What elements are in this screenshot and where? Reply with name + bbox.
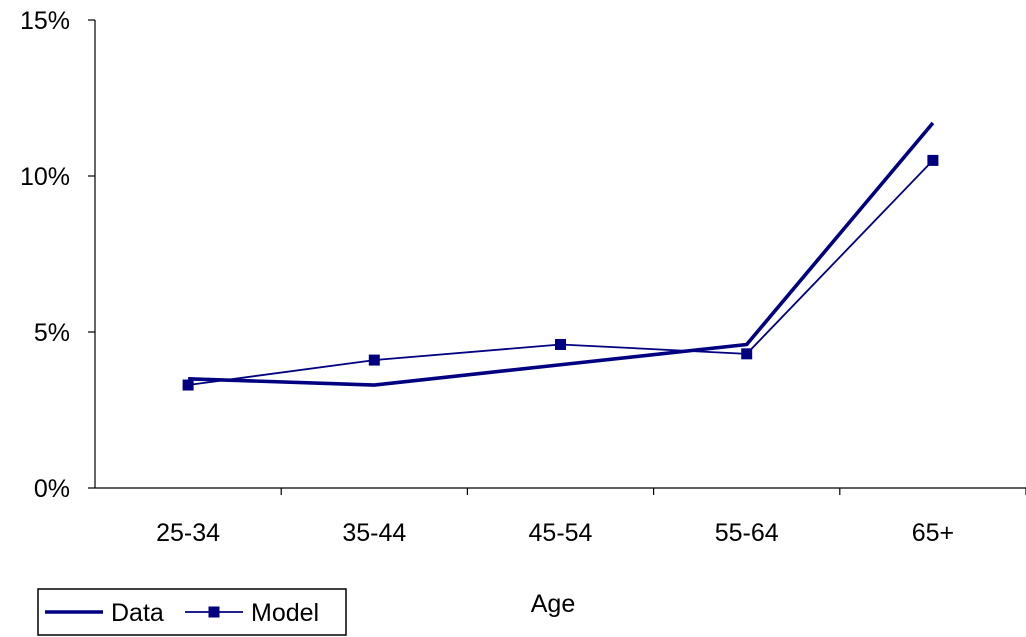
axes	[88, 19, 1026, 495]
data-point-model	[368, 354, 380, 366]
x-tick-label: 25-34	[156, 519, 220, 547]
x-axis-title: Age	[531, 590, 575, 618]
x-tick-labels: 25-34 35-44 45-54 55-64 65+	[156, 519, 954, 547]
legend-marker-model	[208, 606, 220, 618]
x-tick-label: 45-54	[529, 519, 593, 547]
x-tick-label: 55-64	[715, 519, 779, 547]
y-tick-label: 15%	[20, 7, 70, 35]
legend: Data Model	[37, 588, 347, 636]
data-point-model	[555, 338, 566, 350]
legend-label-data: Data	[111, 599, 164, 627]
y-tick-labels: 0% 5% 10% 15%	[20, 7, 70, 503]
series-line-model	[187, 159, 934, 386]
x-tick-label: 35-44	[342, 519, 406, 547]
legend-label-model: Model	[251, 599, 319, 627]
data-point-model	[927, 154, 939, 166]
series-line-data	[188, 121, 935, 387]
series-layer	[182, 121, 939, 391]
y-tick-label: 5%	[34, 319, 70, 347]
data-point-model	[182, 379, 194, 391]
y-tick-label: 10%	[20, 163, 70, 191]
y-tick-label: 0%	[34, 475, 70, 503]
data-point-model	[741, 348, 753, 360]
x-tick-label: 65+	[912, 519, 954, 547]
